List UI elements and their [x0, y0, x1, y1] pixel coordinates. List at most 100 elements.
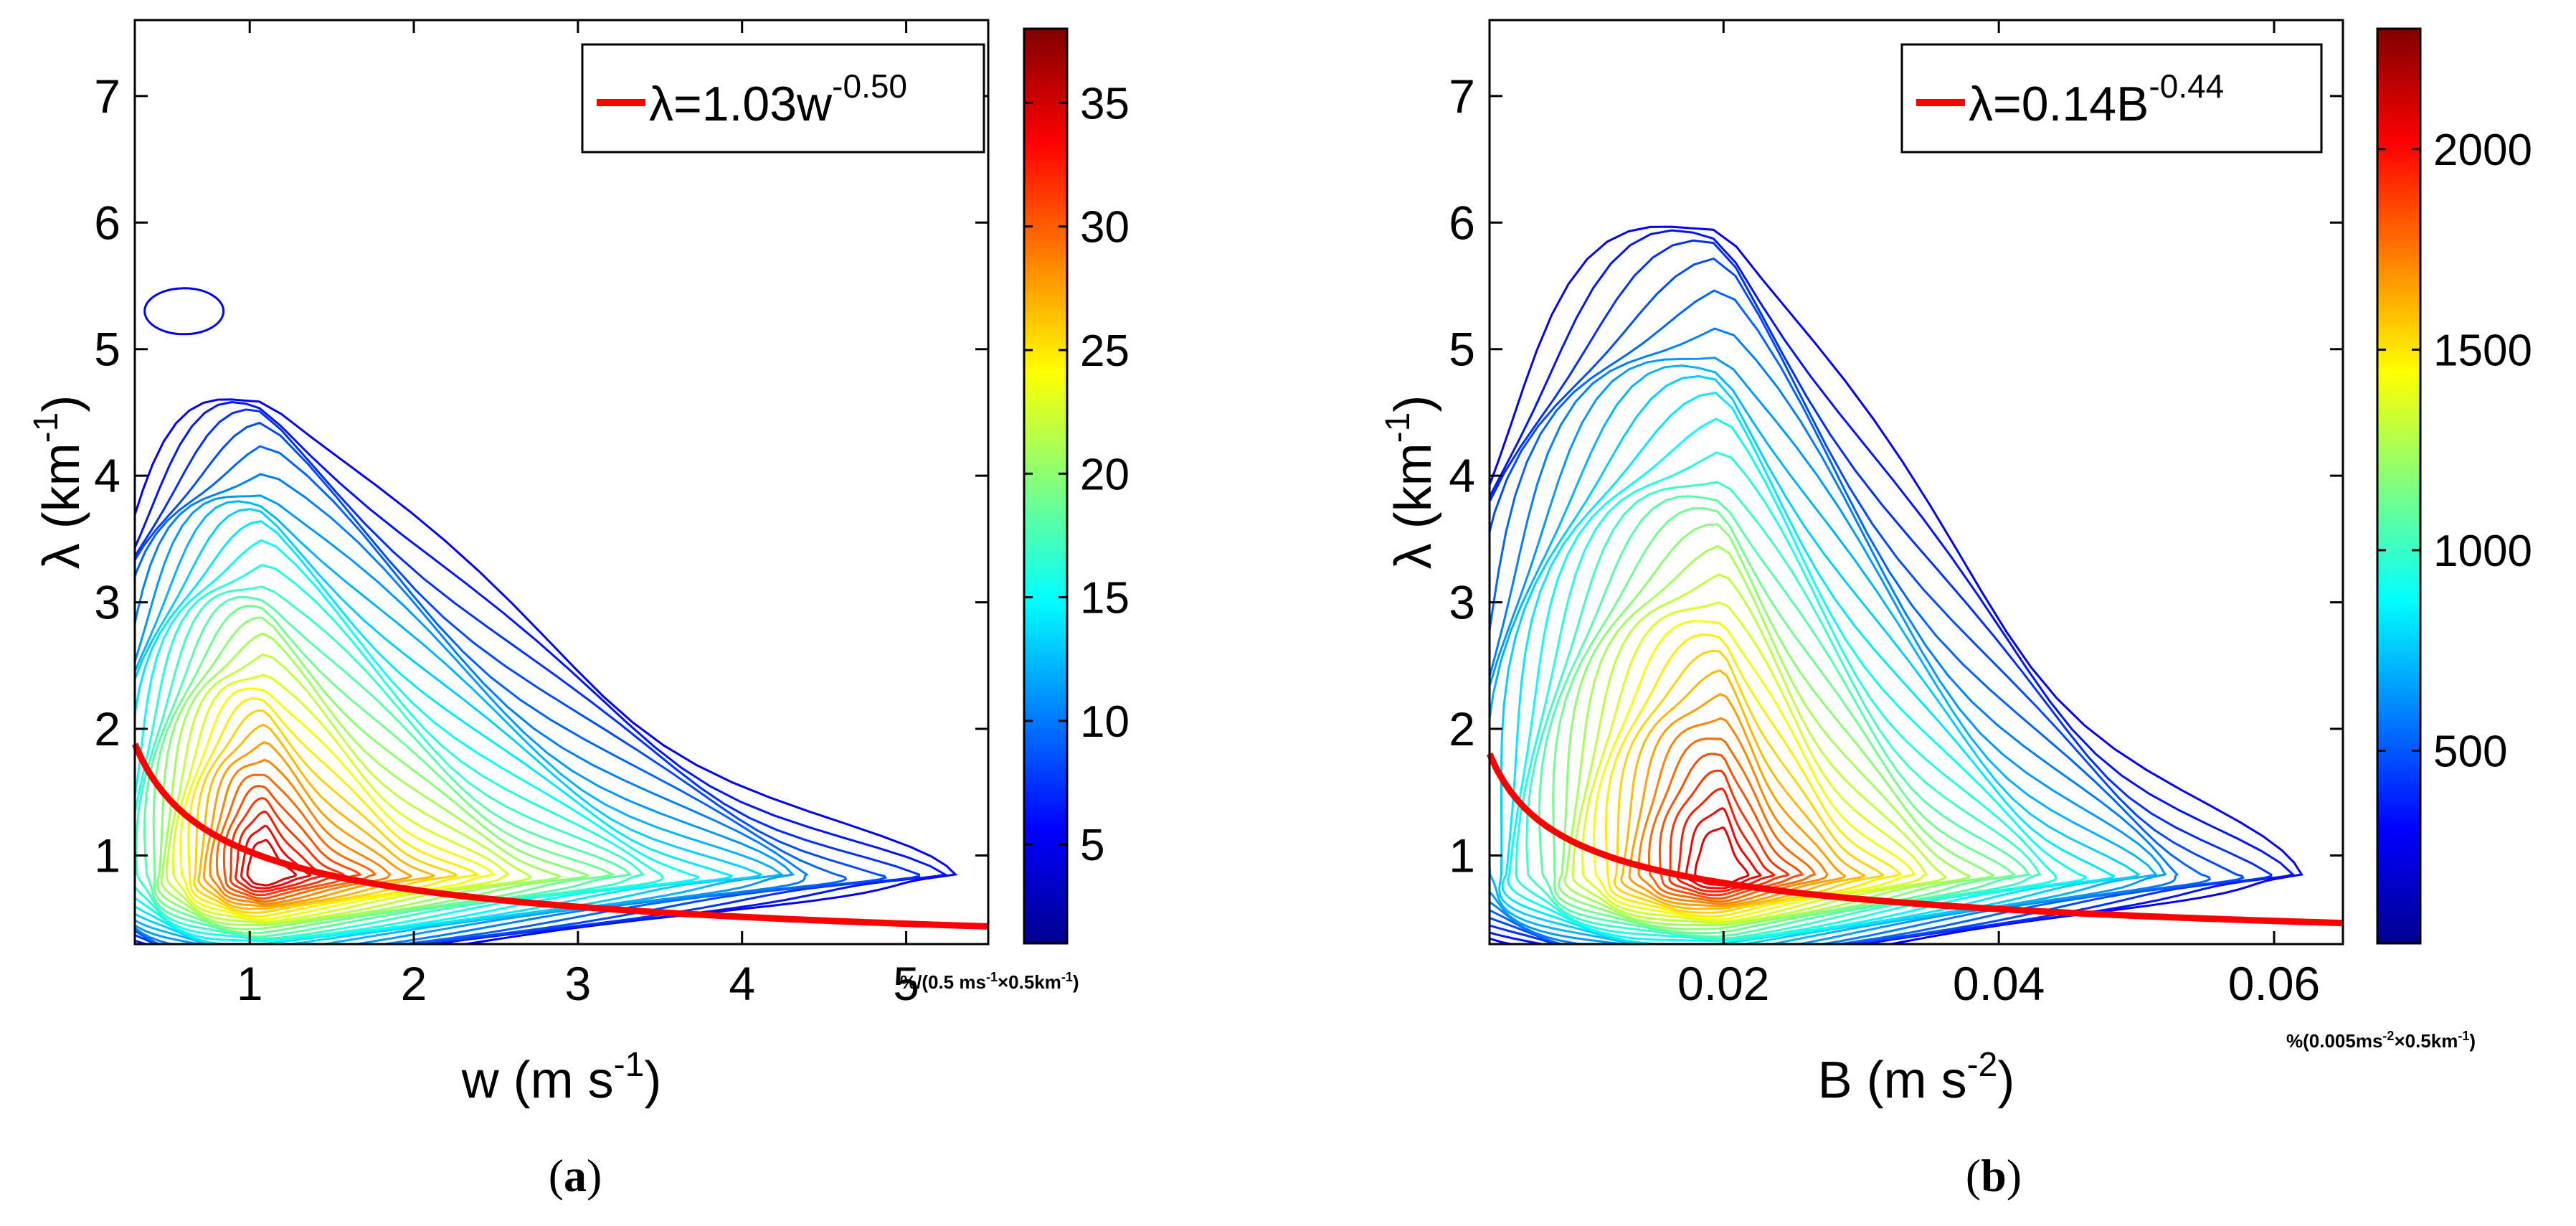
panel-a-contour-level	[187, 697, 480, 918]
panel-a-contour-level	[160, 632, 562, 927]
panel-b-y-tick-label: 5	[1449, 323, 1475, 376]
panel-b-legend-box	[1900, 43, 2323, 154]
panel-b-plot-frame	[1488, 19, 2344, 946]
panel-a-contour-level	[135, 508, 764, 944]
panel-a-y-tick-label: 3	[94, 576, 120, 629]
panel-a-colorbar: 5 10 15 20 25 30 35 %/(0.5 ms-1×0.5km-1)	[900, 27, 1130, 993]
panel-b-x-tick-label: 0.02	[1677, 957, 1769, 1010]
panel-a-contour-level	[215, 773, 377, 903]
panel-b-contour-level	[1490, 289, 2212, 944]
panel-b-contour-level	[1538, 495, 2031, 938]
panel-b-contour-level	[1552, 507, 2017, 935]
panel-a-contour-level	[260, 867, 275, 881]
panel-b-contour-level	[1490, 357, 2167, 944]
panel-b-y-tick-label: 7	[1449, 70, 1475, 123]
panel-a-x-tick-label: 1	[237, 957, 263, 1010]
panel-a-contour-level	[240, 824, 312, 890]
panel-b: 0.02 0.04 0.06 1 2 3 4 5 6 7 λ=0.14B-0.44 B (m s-…	[1379, 19, 2532, 1201]
panel-b-y-tick-label: 4	[1449, 449, 1475, 502]
panel-b-y-tick-label: 3	[1449, 576, 1475, 629]
panel-a-contour-level	[246, 839, 298, 887]
panel-a-contour-level	[135, 408, 921, 944]
panel-b-contour-level	[1498, 374, 2141, 944]
panel-a-contour-level	[171, 674, 510, 923]
panel-a-contour-level	[202, 741, 412, 907]
panel-b-caption: (b)	[1966, 1150, 2022, 1201]
panel-a-fit-line	[131, 742, 989, 930]
panel-b-contour-level	[1501, 391, 2116, 944]
panel-b-contours	[1490, 225, 2303, 944]
panel-b-x-tick-label: 0.06	[2228, 957, 2320, 1010]
panel-b-contour-level	[1558, 523, 1995, 930]
panel-a-axis-ticks: 1 2 3 4 5 1 2 3 4 5 6 7	[94, 20, 988, 1010]
panel-a-x-tick-label: 3	[565, 957, 592, 1010]
panel-a-legend: λ=1.03w-0.50	[581, 43, 985, 154]
panel-a-contour-level	[197, 723, 436, 910]
panel-a-y-tick-label: 4	[94, 449, 120, 502]
panel-b-contour-level	[1694, 826, 1750, 887]
panel-b-contour-level	[1490, 257, 2245, 944]
panel-b-legend-label: λ=0.14B-0.44	[1969, 67, 2224, 131]
panel-a-y-tick-label: 7	[94, 70, 120, 123]
panel-a-colorbar-units: %/(0.5 ms-1×0.5km-1)	[900, 970, 1079, 993]
panel-a-legend-label: λ=1.03w-0.50	[649, 67, 907, 131]
panel-a-contour-level	[229, 797, 345, 897]
panel-a-colorbar-tick-label: 10	[1080, 697, 1130, 747]
panel-a-contour-level	[193, 709, 458, 914]
panel-a-colorbar-tick-label: 25	[1080, 326, 1130, 376]
panel-a-caption: (a)	[549, 1150, 602, 1201]
panel-b-contour-level	[1571, 573, 1947, 925]
panel-b-contour-level	[1490, 229, 2296, 944]
panel-a-colorbar-tick-label: 20	[1080, 450, 1130, 499]
panel-a-colorbar-tick-label: 35	[1080, 79, 1130, 128]
panel-a-contour-island	[143, 287, 225, 336]
panel-a-x-tick-label: 4	[729, 957, 755, 1010]
panel-b-x-axis-label: B (m s-2)	[1818, 1046, 2015, 1109]
panel-a-contour-level	[135, 494, 795, 944]
panel-a-x-axis-label: w (m s-1)	[461, 1046, 662, 1109]
panel-b-contour-level	[1515, 451, 2058, 941]
panel-b-y-tick-label: 6	[1449, 196, 1475, 249]
panel-a-x-tick-label: 5	[893, 957, 919, 1010]
panel-b-contour-level	[1717, 867, 1733, 881]
panel-a-contour-level	[165, 653, 532, 925]
panel-b-contour-level	[1490, 239, 2273, 944]
panel-a-contour-level	[135, 585, 645, 940]
panel-a-y-tick-label: 5	[94, 323, 120, 376]
panel-a-contours	[135, 287, 958, 944]
panel-b-colorbar: 500 1000 1500 2000 %(0.005ms-2×0.5km-1)	[2286, 27, 2532, 1052]
panel-a-y-tick-label: 2	[94, 702, 120, 755]
panel-a-contour-level	[152, 605, 615, 935]
panel-a-contour-level	[135, 445, 848, 944]
panel-a-contour-level	[179, 687, 496, 921]
panel-b-fit-curve	[1486, 752, 2344, 927]
panel-a-plot-frame	[133, 19, 990, 946]
panel-a-colorbar-gradient	[1023, 27, 1069, 945]
panel-b-fit-line	[1486, 752, 2344, 927]
panel-a-contour-level	[135, 563, 664, 941]
panel-b-colorbar-tick-label: 1000	[2433, 527, 2532, 576]
panel-a-y-tick-label: 6	[94, 196, 120, 249]
panel-b-y-tick-label: 2	[1449, 702, 1475, 755]
panel-a-legend-box	[581, 43, 985, 154]
panel-a-y-tick-label: 1	[94, 829, 120, 882]
panel-b-x-tick-label: 0.04	[1953, 957, 2045, 1010]
panel-b-contour-level	[1525, 481, 2042, 940]
panel-a-contour-level	[222, 785, 363, 900]
panel-a-contour-level	[156, 616, 590, 930]
panel-b-colorbar-gradient	[2376, 27, 2422, 945]
panel-b-legend: λ=0.14B-0.44	[1900, 43, 2323, 154]
panel-a-contour-level	[135, 473, 809, 944]
panel-a-contour-level	[143, 595, 633, 938]
panel-a: 1 2 3 4 5 1 2 3 4 5 6 7 λ=1.03w-0.50 w (m s-1) λ (k…	[27, 19, 1130, 1201]
panel-b-colorbar-units: %(0.005ms-2×0.5km-1)	[2286, 1029, 2476, 1052]
panel-a-contour-level	[209, 758, 392, 905]
panel-b-contour-level	[1703, 844, 1741, 884]
panel-a-colorbar-ticks: 5 10 15 20 25 30 35	[1024, 79, 1130, 870]
panel-b-contour-level	[1563, 544, 1971, 927]
panel-a-contour-level	[234, 810, 328, 893]
panel-b-colorbar-tick-label: 2000	[2433, 126, 2532, 175]
panel-b-contour-level	[1490, 327, 2179, 944]
panel-a-contour-level	[135, 520, 734, 944]
